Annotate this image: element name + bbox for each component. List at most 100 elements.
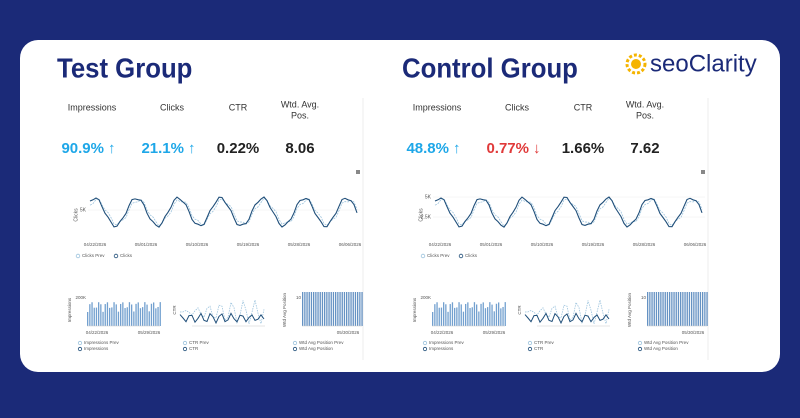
bar (443, 302, 445, 326)
bar (445, 304, 447, 326)
bar (343, 292, 346, 326)
bar (467, 302, 469, 326)
bar (339, 292, 341, 326)
metric-label: Wtd. Avg. (626, 99, 664, 109)
y-tick-label: 10 (296, 295, 302, 300)
bar (484, 308, 487, 326)
legend-marker (420, 253, 426, 259)
metric-value: 0.22% (217, 140, 260, 157)
legend-label: CTR (189, 346, 199, 351)
bar (302, 292, 304, 326)
bar (159, 302, 161, 326)
bar (469, 308, 471, 326)
bar (128, 302, 131, 326)
bar (436, 302, 438, 326)
bar (447, 311, 449, 326)
bar (89, 304, 91, 326)
legend-marker (527, 340, 533, 346)
legend-label: Impressions Prev (429, 340, 465, 345)
bar (473, 302, 476, 326)
metric-arrow: ↑ (453, 140, 461, 157)
bar (332, 292, 335, 326)
bar (348, 292, 350, 326)
legend-label: Wtd Avg Position (299, 346, 333, 351)
y-tick-label: 5K (80, 207, 87, 213)
legend-label: Clicks (465, 253, 478, 258)
x-tick-label: 05/19/2026 (237, 242, 260, 247)
bar (686, 292, 688, 326)
bar (113, 302, 115, 326)
x-tick-label: 04/22/2026 (86, 330, 109, 335)
legend-marker (75, 253, 81, 259)
x-tick-label: 05/28/2026 (633, 242, 656, 247)
group-title: Control Group (402, 52, 578, 83)
bar (695, 292, 697, 326)
legend-marker (182, 346, 188, 352)
y-axis-label: Wtd Avg Position (282, 293, 287, 327)
metric-value: 0.77% (486, 140, 529, 157)
legend-label: Wtd Avg Position Prev (299, 340, 344, 345)
x-tick-label: 05/19/2026 (582, 242, 605, 247)
x-tick-label: 06/06/2026 (684, 242, 707, 247)
y-tick-label: 200K (420, 295, 431, 300)
bar (697, 292, 699, 326)
metric-label: Clicks (505, 102, 529, 112)
y-tick-label: 2.5K (421, 214, 432, 220)
bar (500, 308, 502, 326)
bar (104, 304, 106, 326)
y-axis-label: Impressions (412, 297, 417, 322)
menu-icon (701, 170, 705, 174)
bar (653, 292, 655, 326)
legend-marker (292, 346, 298, 352)
bar (137, 302, 139, 326)
bar (480, 303, 482, 326)
y-tick-label: 5K (425, 194, 432, 200)
bar (361, 292, 363, 326)
metric-value: 21.1% (141, 140, 184, 157)
y-tick-label: 200K (75, 295, 86, 300)
bar (684, 292, 686, 326)
metric-label: CTR (574, 102, 593, 112)
bar (440, 307, 443, 326)
bar (438, 307, 440, 326)
legend-marker (77, 340, 83, 346)
bar (449, 304, 451, 326)
bar (115, 304, 117, 326)
bar (658, 292, 660, 326)
bar (491, 304, 493, 326)
x-tick-label: 06/06/2026 (339, 242, 362, 247)
legend-marker (182, 340, 188, 346)
bar (664, 292, 666, 326)
metric-label: Wtd. Avg. (281, 99, 319, 109)
bar (91, 302, 93, 326)
y-axis-label: CTR (172, 305, 177, 315)
bar (673, 292, 675, 326)
metric-value: 1.66% (562, 140, 605, 157)
bar (462, 311, 465, 326)
bar (354, 292, 357, 326)
legend-label: CTR Prev (534, 340, 555, 345)
bar (357, 292, 359, 326)
legend-label: Clicks Prev (427, 253, 450, 258)
bar (95, 307, 98, 326)
bar (460, 304, 462, 326)
legend-label: Impressions Prev (84, 340, 120, 345)
bar (335, 292, 337, 326)
bar (651, 292, 653, 326)
bar (317, 292, 319, 326)
bar (671, 292, 673, 326)
y-axis-label: Wtd Avg Position (627, 293, 632, 327)
bar (142, 307, 144, 326)
bar (109, 307, 111, 326)
bar (434, 304, 436, 326)
bar (308, 292, 310, 326)
bar (699, 292, 702, 326)
y-tick-label: 10 (641, 295, 647, 300)
bar (135, 303, 137, 326)
line-current (524, 312, 610, 325)
bar (704, 292, 706, 326)
x-tick-label: 04/22/2026 (429, 242, 452, 247)
bar (647, 292, 649, 326)
bar (106, 302, 109, 326)
